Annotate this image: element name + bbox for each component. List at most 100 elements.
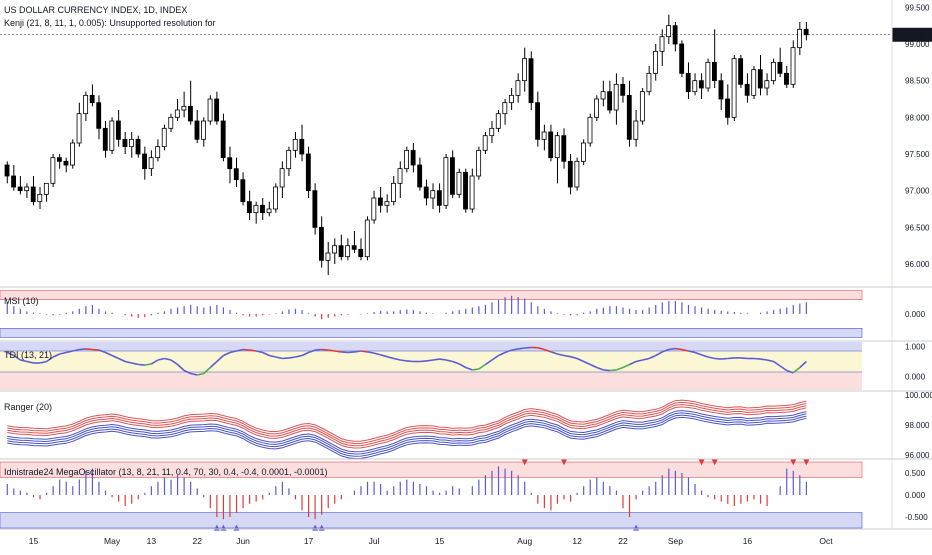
candle-body[interactable] [333, 246, 337, 253]
candle-body[interactable] [202, 121, 206, 139]
candle-body[interactable] [84, 95, 88, 113]
candle-body[interactable] [110, 121, 114, 150]
candle-body[interactable] [627, 95, 631, 139]
candle-body[interactable] [771, 62, 775, 80]
candle-body[interactable] [614, 84, 618, 110]
candle-body[interactable] [162, 128, 166, 146]
candle-body[interactable] [699, 81, 703, 88]
candle-body[interactable] [169, 117, 173, 128]
candle-body[interactable] [745, 84, 749, 95]
candle-body[interactable] [313, 191, 317, 228]
candle-body[interactable] [31, 187, 35, 202]
candle-body[interactable] [228, 158, 232, 169]
candle-body[interactable] [25, 187, 29, 191]
candle-body[interactable] [660, 37, 664, 52]
candle-body[interactable] [274, 187, 278, 209]
candle-body[interactable] [595, 99, 599, 117]
candle-body[interactable] [352, 246, 356, 250]
msi-pane[interactable] [0, 291, 862, 338]
candle-body[interactable] [319, 227, 323, 260]
candle-body[interactable] [667, 26, 671, 37]
candle-body[interactable] [182, 106, 186, 110]
candle-body[interactable] [287, 150, 291, 168]
candle-body[interactable] [509, 95, 513, 102]
candle-body[interactable] [693, 81, 697, 92]
candle-body[interactable] [477, 150, 481, 176]
candle-body[interactable] [712, 62, 716, 80]
candle-body[interactable] [405, 150, 409, 168]
candle-body[interactable] [581, 143, 585, 161]
candle-body[interactable] [791, 48, 795, 85]
candle-body[interactable] [522, 59, 526, 81]
candle-body[interactable] [234, 169, 238, 180]
candle-body[interactable] [195, 121, 199, 139]
candle-body[interactable] [418, 165, 422, 187]
candle-body[interactable] [575, 161, 579, 187]
candle-body[interactable] [765, 81, 769, 88]
price-pane[interactable]: 99.126 [0, 15, 932, 275]
candle-body[interactable] [490, 128, 494, 135]
candle-body[interactable] [391, 183, 395, 201]
candle-body[interactable] [372, 198, 376, 220]
candle-body[interactable] [57, 158, 61, 162]
candle-body[interactable] [621, 84, 625, 95]
candle-body[interactable] [549, 132, 553, 158]
candle-body[interactable] [12, 176, 16, 187]
candle-body[interactable] [97, 103, 101, 129]
candle-body[interactable] [503, 103, 507, 114]
candle-body[interactable] [739, 59, 743, 85]
candle-body[interactable] [149, 158, 153, 169]
candle-body[interactable] [51, 158, 55, 184]
candle-body[interactable] [450, 158, 454, 195]
candle-body[interactable] [300, 139, 304, 154]
candle-body[interactable] [247, 202, 251, 213]
candle-body[interactable] [686, 73, 690, 91]
candle-body[interactable] [359, 249, 363, 256]
candle-body[interactable] [5, 165, 9, 176]
candle-body[interactable] [90, 95, 94, 102]
candle-body[interactable] [260, 205, 264, 212]
candle-body[interactable] [464, 172, 468, 209]
candle-body[interactable] [411, 150, 415, 165]
candle-body[interactable] [536, 103, 540, 140]
candle-body[interactable] [398, 169, 402, 184]
candle-body[interactable] [798, 29, 802, 47]
candle-body[interactable] [293, 139, 297, 150]
candle-body[interactable] [542, 132, 546, 139]
candle-body[interactable] [175, 110, 179, 117]
candle-body[interactable] [385, 202, 389, 206]
tdi-pane[interactable] [0, 342, 862, 390]
candle-body[interactable] [18, 187, 22, 191]
candle-body[interactable] [38, 194, 42, 201]
candle-body[interactable] [156, 147, 160, 158]
candle-body[interactable] [778, 62, 782, 73]
candle-body[interactable] [188, 106, 192, 121]
candle-body[interactable] [44, 183, 48, 194]
candle-body[interactable] [457, 172, 461, 194]
candle-body[interactable] [706, 62, 710, 88]
candle-body[interactable] [241, 180, 245, 202]
candle-body[interactable] [103, 128, 107, 150]
candle-body[interactable] [483, 136, 487, 151]
candle-body[interactable] [726, 99, 730, 117]
candle-body[interactable] [673, 26, 677, 44]
candle-body[interactable] [378, 198, 382, 205]
candle-body[interactable] [221, 121, 225, 158]
candle-body[interactable] [562, 136, 566, 162]
candle-body[interactable] [143, 154, 147, 169]
candle-body[interactable] [71, 143, 75, 165]
candle-body[interactable] [496, 114, 500, 129]
candle-body[interactable] [784, 73, 788, 84]
candle-body[interactable] [77, 114, 81, 143]
candle-body[interactable] [647, 73, 651, 91]
candle-body[interactable] [64, 161, 68, 165]
candle-body[interactable] [516, 81, 520, 96]
candle-body[interactable] [123, 139, 127, 146]
candle-body[interactable] [732, 59, 736, 118]
candle-body[interactable] [215, 99, 219, 121]
candle-body[interactable] [555, 136, 559, 158]
candle-body[interactable] [640, 92, 644, 121]
candle-body[interactable] [136, 139, 140, 154]
candle-body[interactable] [254, 205, 258, 212]
